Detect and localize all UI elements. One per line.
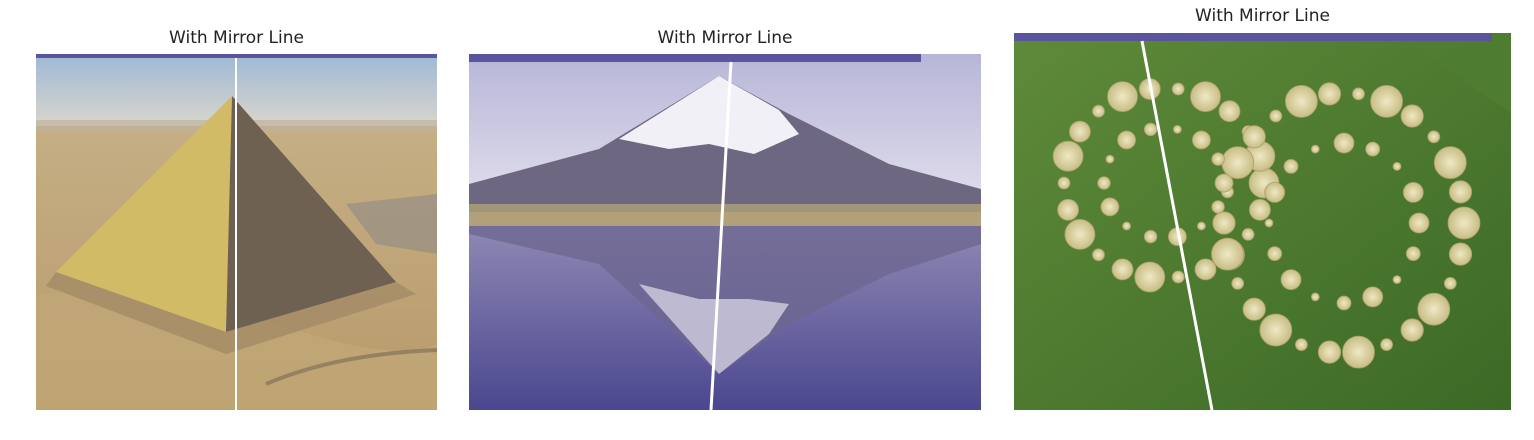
crop-circle [1267, 246, 1283, 262]
crop-circle [1092, 248, 1105, 262]
crop-circle [1069, 120, 1091, 143]
crop-circle [1310, 292, 1320, 302]
crop-circle [1448, 242, 1473, 266]
crop-circle [1092, 104, 1105, 118]
crop-circle [1392, 161, 1402, 171]
top-bar [469, 54, 921, 62]
crop-circle [1264, 218, 1274, 228]
crop-circle [1317, 340, 1342, 364]
crop-circle [1211, 152, 1225, 166]
crop-circle [1400, 318, 1424, 342]
crop-circle [1100, 197, 1120, 217]
crop-circle [1143, 122, 1158, 137]
crop-circle [1171, 270, 1185, 284]
crop-circle [1057, 176, 1071, 190]
crop-circle [1284, 85, 1318, 118]
crop-circle [1134, 261, 1166, 293]
crop-circle [1172, 125, 1182, 134]
crop-circle [1400, 104, 1424, 128]
crop-circle [1212, 211, 1236, 235]
crop-circle [1342, 335, 1375, 369]
pyramid-photo [36, 54, 437, 410]
crop-circle [1392, 275, 1402, 285]
crop-circle [1248, 198, 1271, 221]
crop-circle [1242, 125, 1266, 149]
top-bar [36, 54, 437, 58]
crop-circle [1264, 181, 1286, 203]
crop-circle [1352, 87, 1365, 101]
crop-circle [1194, 258, 1217, 281]
crop-circle [1191, 130, 1211, 150]
crop-circle-pattern [1052, 78, 1481, 369]
crop-circle [1427, 130, 1441, 144]
crop-circle [1443, 276, 1457, 290]
crop-circle [1242, 297, 1266, 321]
crop-circle [1310, 144, 1320, 154]
crop-circle [1064, 218, 1096, 250]
snow-cap [619, 76, 799, 154]
crop-circle [1196, 221, 1206, 231]
top-bar [1014, 33, 1492, 41]
crop-circle [1111, 258, 1134, 281]
crop-circle [1057, 198, 1079, 221]
crop-circle [1405, 246, 1421, 262]
pyramid-shadow-face [226, 96, 396, 332]
crop-circle [1105, 154, 1115, 164]
crop-circle [1107, 81, 1138, 112]
panel-2-title: With Mirror Line [657, 28, 793, 48]
crop-circle [1269, 109, 1283, 123]
crop-circle [1447, 206, 1481, 240]
crop-circle [1417, 292, 1451, 326]
crop-circle [1294, 338, 1308, 352]
crop-circle [1171, 82, 1185, 96]
crop-circle [1280, 269, 1302, 291]
crop-circle [1283, 158, 1299, 174]
crop-circle [1402, 181, 1424, 203]
crop-circle [1448, 180, 1473, 204]
panel-2-image [469, 54, 981, 410]
crop-circle [1333, 132, 1355, 154]
crop-circle [1097, 176, 1111, 190]
panel-3-title: With Mirror Line [1195, 6, 1330, 26]
crop-circle [1259, 313, 1293, 347]
crop-circle [1362, 286, 1384, 308]
crop-circle [1241, 227, 1255, 241]
crop-circle [1433, 146, 1467, 180]
crop-circle [1214, 173, 1234, 193]
crop-circle [1190, 81, 1221, 112]
crop-circle [1143, 229, 1158, 244]
crop-circle [1221, 146, 1255, 180]
crop-circle [1052, 140, 1084, 172]
crop-circle [1231, 276, 1245, 290]
crop-circle [1211, 237, 1244, 271]
crop-circle-photo [1014, 33, 1511, 410]
crop-circle [1380, 338, 1394, 352]
crop-circle [1370, 85, 1404, 118]
crop-circle [1117, 130, 1136, 150]
panel-1-image [36, 54, 437, 410]
crop-circle [1408, 212, 1430, 234]
crop-circle [1365, 141, 1381, 157]
crop-circle [1218, 100, 1241, 123]
crop-circle [1122, 221, 1131, 231]
mountain-lake-photo [469, 54, 981, 410]
crop-circle [1336, 295, 1352, 311]
mirror-line [1140, 40, 1214, 410]
crop-circle [1317, 82, 1342, 106]
pyramid-lit-face [56, 96, 232, 332]
crop-circle [1211, 200, 1225, 214]
mirror-line [709, 61, 733, 410]
panel-3-image [1014, 33, 1511, 410]
panel-1-title: With Mirror Line [169, 28, 304, 48]
